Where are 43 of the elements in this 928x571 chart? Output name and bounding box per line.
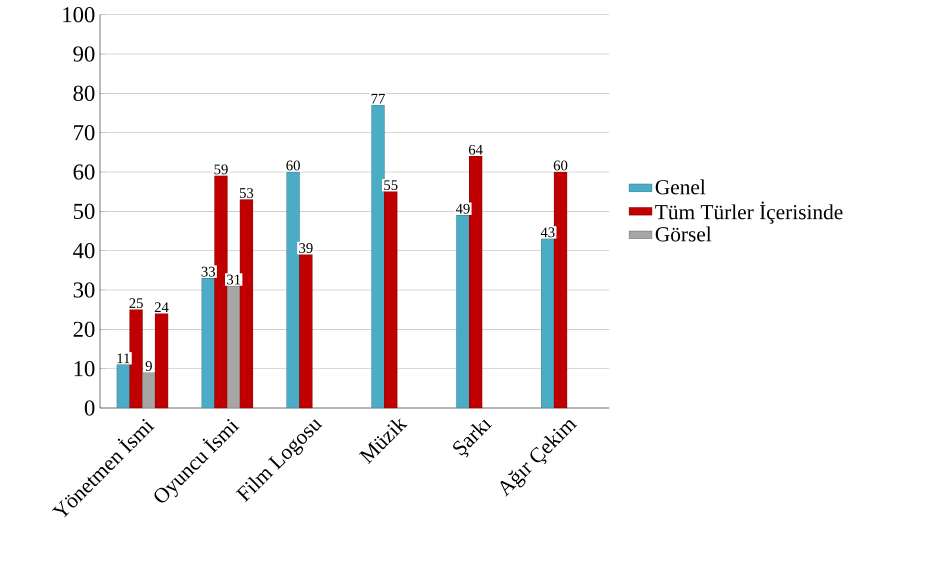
y-tick-label: 50 — [74, 204, 94, 220]
y-tick-label: 60 — [74, 164, 94, 180]
bar — [116, 364, 130, 408]
data-label: 77 — [372, 94, 385, 104]
data-label: 39 — [299, 243, 313, 254]
y-tick-label: 80 — [73, 86, 94, 102]
data-label: 55 — [384, 180, 398, 190]
bar — [554, 172, 568, 408]
bar — [129, 310, 143, 408]
bar — [299, 254, 312, 408]
bar — [456, 215, 470, 408]
y-tick-label: 30 — [74, 282, 94, 298]
data-label: 60 — [554, 160, 568, 171]
data-label: 59 — [214, 164, 228, 174]
y-tick-label: 20 — [74, 322, 94, 338]
bar — [227, 286, 240, 408]
data-label: 60 — [286, 160, 300, 171]
data-label: 64 — [468, 144, 483, 155]
legend-label: Genel — [656, 180, 706, 195]
bar — [154, 313, 168, 408]
y-tick-label: 0 — [84, 400, 94, 416]
data-label: 43 — [540, 228, 555, 238]
data-label: 9 — [146, 361, 152, 372]
bar — [202, 278, 215, 408]
bar — [240, 199, 254, 408]
legend-label: Tüm Türler İçerisinde — [655, 202, 842, 224]
data-label: 24 — [154, 302, 169, 312]
legend-label: Görsel — [656, 226, 712, 242]
data-label: 31 — [227, 274, 240, 285]
bar — [541, 238, 554, 408]
data-label: 49 — [456, 204, 470, 214]
y-tick-label: 40 — [73, 243, 94, 258]
bar — [384, 192, 398, 408]
data-label: 25 — [129, 298, 143, 308]
y-tick-label: 70 — [74, 125, 94, 140]
bar — [286, 172, 300, 408]
data-label: 11 — [118, 354, 130, 364]
bar — [469, 156, 482, 408]
y-tick-label: 90 — [73, 46, 94, 62]
y-tick-label: 100 — [63, 7, 94, 22]
data-label: 33 — [202, 266, 215, 277]
y-tick-label: 10 — [74, 361, 94, 376]
data-label: 53 — [240, 188, 254, 198]
